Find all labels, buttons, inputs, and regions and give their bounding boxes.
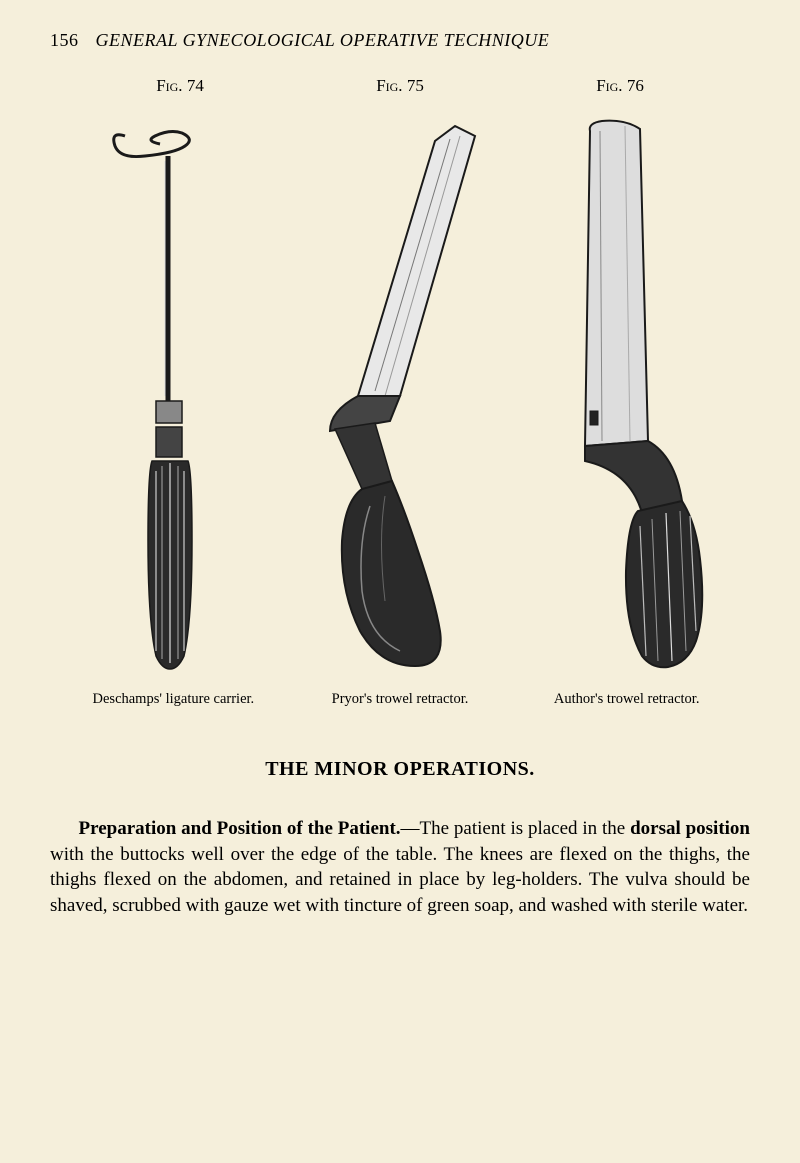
body-paragraph: Preparation and Position of the Patient.… bbox=[50, 816, 750, 919]
caption-76: Author's trowel retractor. bbox=[513, 691, 740, 708]
figure-74 bbox=[60, 111, 280, 671]
ligature-carrier-illustration bbox=[90, 111, 250, 671]
para-bold2: dorsal position bbox=[630, 818, 750, 839]
caption-75: Pryor's trowel retractor. bbox=[287, 691, 514, 708]
caption-row: Deschamps' ligature carrier. Pryor's tro… bbox=[50, 691, 750, 708]
fig-label-76: Fig. 76 bbox=[510, 76, 730, 96]
page-number: 156 bbox=[50, 30, 79, 50]
section-title: THE MINOR OPERATIONS. bbox=[50, 758, 750, 781]
pryor-retractor-illustration bbox=[280, 111, 520, 671]
figure-labels-row: Fig. 74 Fig. 75 Fig. 76 bbox=[50, 76, 750, 96]
caption-74: Deschamps' ligature carrier. bbox=[60, 691, 287, 708]
author-retractor-illustration bbox=[530, 111, 730, 671]
para-afterlead: —The patient is placed in the bbox=[401, 818, 631, 839]
fig-label-74: Fig. 74 bbox=[70, 76, 290, 96]
figures-row bbox=[50, 111, 750, 671]
figure-75 bbox=[280, 111, 520, 671]
running-title: GENERAL GYNECOLOGICAL OPERATIVE TECHNIQU… bbox=[96, 30, 550, 50]
fig-label-75: Fig. 75 bbox=[290, 76, 510, 96]
para-lead: Preparation and Position of the Patient. bbox=[79, 818, 401, 839]
page-header: 156 GENERAL GYNECOLOGICAL OPERATIVE TECH… bbox=[50, 30, 750, 51]
para-rest: with the buttocks well over the edge of … bbox=[50, 844, 750, 916]
figure-76 bbox=[520, 111, 740, 671]
